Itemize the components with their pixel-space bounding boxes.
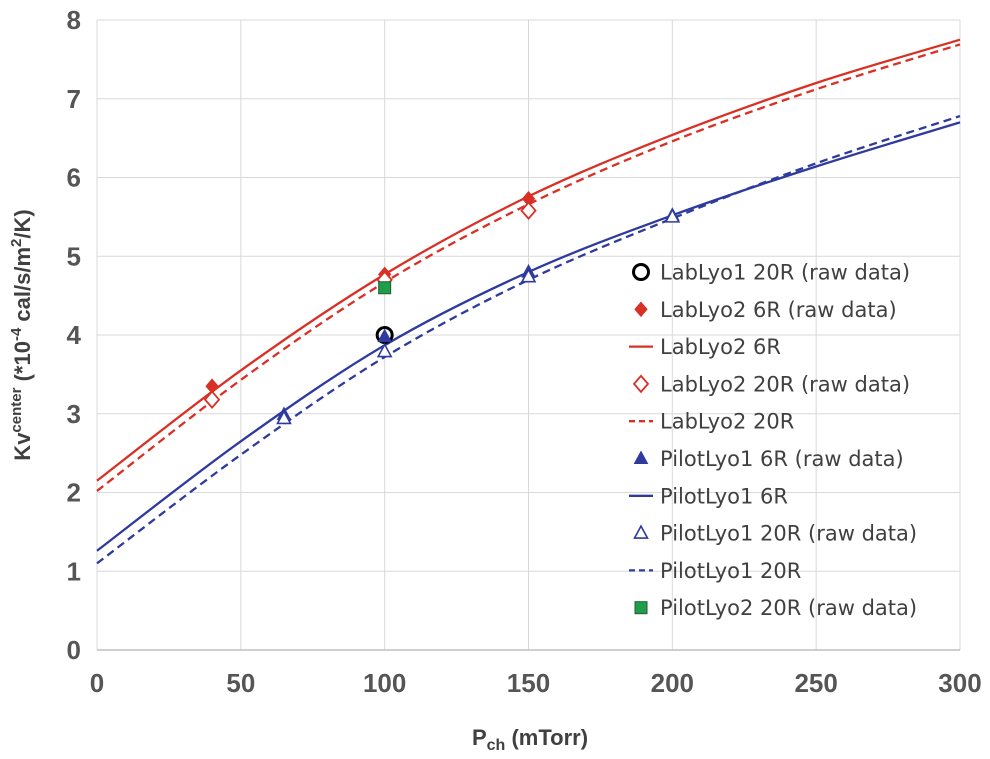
legend-item-pilotlyo1-20r: PilotLyo1 20R: [629, 559, 801, 583]
x-axis-title-rest: (mTorr): [505, 725, 588, 750]
legend-label-pilotlyo1-6r-raw-data: PilotLyo1 6R (raw data): [660, 447, 904, 471]
y-axis-title-sup: center: [8, 387, 25, 432]
legend-item-lablyo2-20r: LabLyo2 20R: [629, 410, 794, 434]
legend-swatch-pilotlyo2-20r-raw-data: [634, 601, 648, 615]
y-tick-label-3: 3: [67, 399, 81, 429]
legend: LabLyo1 20R (raw data) LabLyo2 6R (raw da…: [629, 261, 917, 620]
legend-label-lablyo2-6r: LabLyo2 6R: [660, 335, 781, 359]
x-axis-title: Pch (mTorr): [472, 725, 588, 754]
legend-item-pilotlyo2-20r-raw-data: PilotLyo2 20R (raw data): [634, 596, 917, 620]
legend-swatch-pilotlyo1-6r-raw-data: [633, 450, 649, 464]
series-markers: [203, 190, 681, 425]
y-tick-label-6: 6: [67, 163, 81, 193]
legend-item-lablyo2-6r: LabLyo2 6R: [629, 335, 781, 359]
legend-label-lablyo1-20r-raw-data: LabLyo1 20R (raw data): [660, 261, 910, 285]
legend-item-pilotlyo1-6r: PilotLyo1 6R: [629, 484, 788, 508]
y-axis-title: Kvcenter (*10-4 cal/s/m2/K): [8, 209, 35, 460]
legend-item-lablyo2-6r-raw-data: LabLyo2 6R (raw data): [634, 298, 897, 322]
legend-label-pilotlyo2-20r-raw-data: PilotLyo2 20R (raw data): [660, 596, 917, 620]
y-axis-title-mid: (*10: [10, 341, 35, 387]
y-tick-label-8: 8: [67, 5, 81, 35]
legend-label-lablyo2-20r-raw-data: LabLyo2 20R (raw data): [660, 372, 910, 396]
y-tick-labels: 0 1 2 3 4 5 6 7 8: [67, 5, 82, 665]
y-axis-title-end: /K): [10, 209, 35, 238]
y-axis-title-sup2: -4: [8, 327, 25, 341]
legend-swatch-lablyo2-20r-raw-data: [632, 374, 650, 394]
x-axis-title-main: P: [472, 725, 487, 750]
point-pilotlyo1-20r-raw-data-1: [376, 342, 393, 358]
legend-label-lablyo2-6r-raw-data: LabLyo2 6R (raw data): [660, 298, 897, 322]
gridlines: [96, 19, 961, 651]
legend-swatch-pilotlyo1-20r-raw-data: [633, 524, 649, 539]
y-axis-title-mid2: cal/s/m: [10, 247, 35, 328]
y-axis-title-sup3: 2: [8, 239, 25, 247]
x-tick-labels: 0 50 100 150 200 250 300: [90, 668, 982, 698]
x-axis-title-sub: ch: [487, 737, 506, 754]
point-lablyo2-20r-raw-data-2: [520, 201, 537, 220]
y-tick-label-1: 1: [67, 556, 81, 586]
legend-item-lablyo1-20r-raw-data: LabLyo1 20R (raw data): [632, 261, 910, 285]
point-pilotlyo1-6r-raw-data-1: [377, 328, 393, 343]
x-tick-label-5: 250: [794, 668, 837, 698]
y-tick-label-4: 4: [67, 320, 82, 350]
point-pilotlyo1-20r-raw-data-3: [664, 208, 681, 223]
x-tick-label-0: 0: [90, 668, 104, 698]
legend-label-pilotlyo1-20r-raw-data: PilotLyo1 20R (raw data): [660, 522, 917, 546]
legend-item-pilotlyo1-6r-raw-data: PilotLyo1 6R (raw data): [633, 447, 904, 471]
point-pilotlyo1-20r-raw-data-2: [520, 268, 537, 283]
legend-label-lablyo2-20r: LabLyo2 20R: [660, 410, 794, 434]
y-tick-label-7: 7: [67, 84, 81, 114]
legend-swatch-lablyo2-6r-raw-data: [634, 301, 648, 318]
x-tick-label-2: 100: [363, 668, 406, 698]
legend-swatch-lablyo1-20r-raw-data: [632, 263, 650, 281]
y-tick-label-5: 5: [67, 241, 81, 271]
point-pilotlyo1-20r-raw-data-0: [276, 409, 292, 425]
x-tick-label-1: 50: [226, 668, 255, 698]
x-tick-label-4: 200: [651, 668, 694, 698]
y-tick-label-2: 2: [67, 478, 81, 508]
legend-item-lablyo2-20r-raw-data: LabLyo2 20R (raw data): [632, 372, 910, 396]
point-lablyo1-20r-raw-data-0: [375, 326, 394, 344]
y-axis-title-main: Kv: [10, 432, 35, 461]
y-tick-label-0: 0: [67, 635, 81, 665]
legend-item-pilotlyo1-20r-raw-data: PilotLyo1 20R (raw data): [633, 522, 917, 546]
legend-label-pilotlyo1-20r: PilotLyo1 20R: [660, 559, 801, 583]
legend-label-pilotlyo1-6r: PilotLyo1 6R: [660, 484, 788, 508]
point-lablyo2-20r-raw-data-0: [203, 390, 221, 409]
x-tick-label-6: 300: [938, 668, 981, 698]
point-pilotlyo2-20r-raw-data-0: [378, 281, 392, 295]
x-tick-label-3: 150: [507, 668, 550, 698]
